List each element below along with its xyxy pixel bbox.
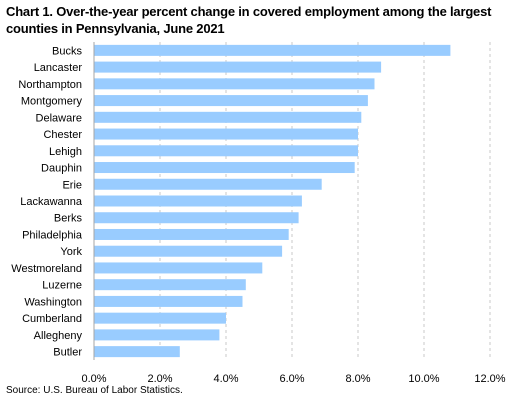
- category-label: Philadelphia: [22, 229, 83, 241]
- x-tick-label: 8.0%: [345, 373, 370, 385]
- category-label: Berks: [54, 213, 83, 225]
- category-label: Cumberland: [22, 313, 82, 325]
- category-label: Dauphin: [41, 163, 82, 175]
- bar: [94, 245, 283, 257]
- bar: [94, 145, 358, 157]
- bar: [94, 111, 362, 123]
- category-label: Montgomery: [21, 96, 83, 108]
- category-label: Lancaster: [34, 62, 83, 74]
- bar: [94, 162, 355, 174]
- chart-title: Chart 1. Over-the-year percent change in…: [6, 4, 492, 36]
- source-note: Source: U.S. Bureau of Labor Statistics.: [6, 385, 183, 396]
- x-tick-label: 4.0%: [213, 373, 238, 385]
- category-label: Butler: [53, 347, 82, 359]
- category-label: Westmoreland: [11, 263, 82, 275]
- bar: [94, 44, 451, 56]
- x-tick-label: 10.0%: [408, 373, 439, 385]
- bar: [94, 262, 263, 274]
- bar: [94, 346, 180, 358]
- bar: [94, 178, 322, 190]
- bar: [94, 78, 375, 90]
- category-label: Chester: [43, 129, 82, 141]
- category-label: Luzerne: [42, 280, 82, 292]
- category-label: Bucks: [52, 45, 82, 57]
- x-tick-label: 2.0%: [147, 373, 172, 385]
- bar: [94, 128, 358, 140]
- category-label: Erie: [62, 179, 82, 191]
- bar: [94, 228, 289, 240]
- category-label: Allegheny: [34, 330, 83, 342]
- x-tick-label: 12.0%: [474, 373, 505, 385]
- bar: [94, 279, 246, 291]
- category-label: Washington: [24, 296, 82, 308]
- category-label: Northampton: [18, 79, 82, 91]
- bar: [94, 312, 226, 324]
- category-label: Delaware: [36, 112, 82, 124]
- bar: [94, 95, 368, 107]
- x-tick-label: 6.0%: [279, 373, 304, 385]
- category-label: York: [60, 246, 82, 258]
- category-label: Lehigh: [49, 146, 82, 158]
- bar: [94, 295, 243, 307]
- x-tick-label: 0.0%: [81, 373, 106, 385]
- category-label: Lackawanna: [20, 196, 83, 208]
- bar: [94, 329, 220, 341]
- bar: [94, 61, 382, 73]
- bar: [94, 212, 299, 224]
- bar: [94, 195, 302, 207]
